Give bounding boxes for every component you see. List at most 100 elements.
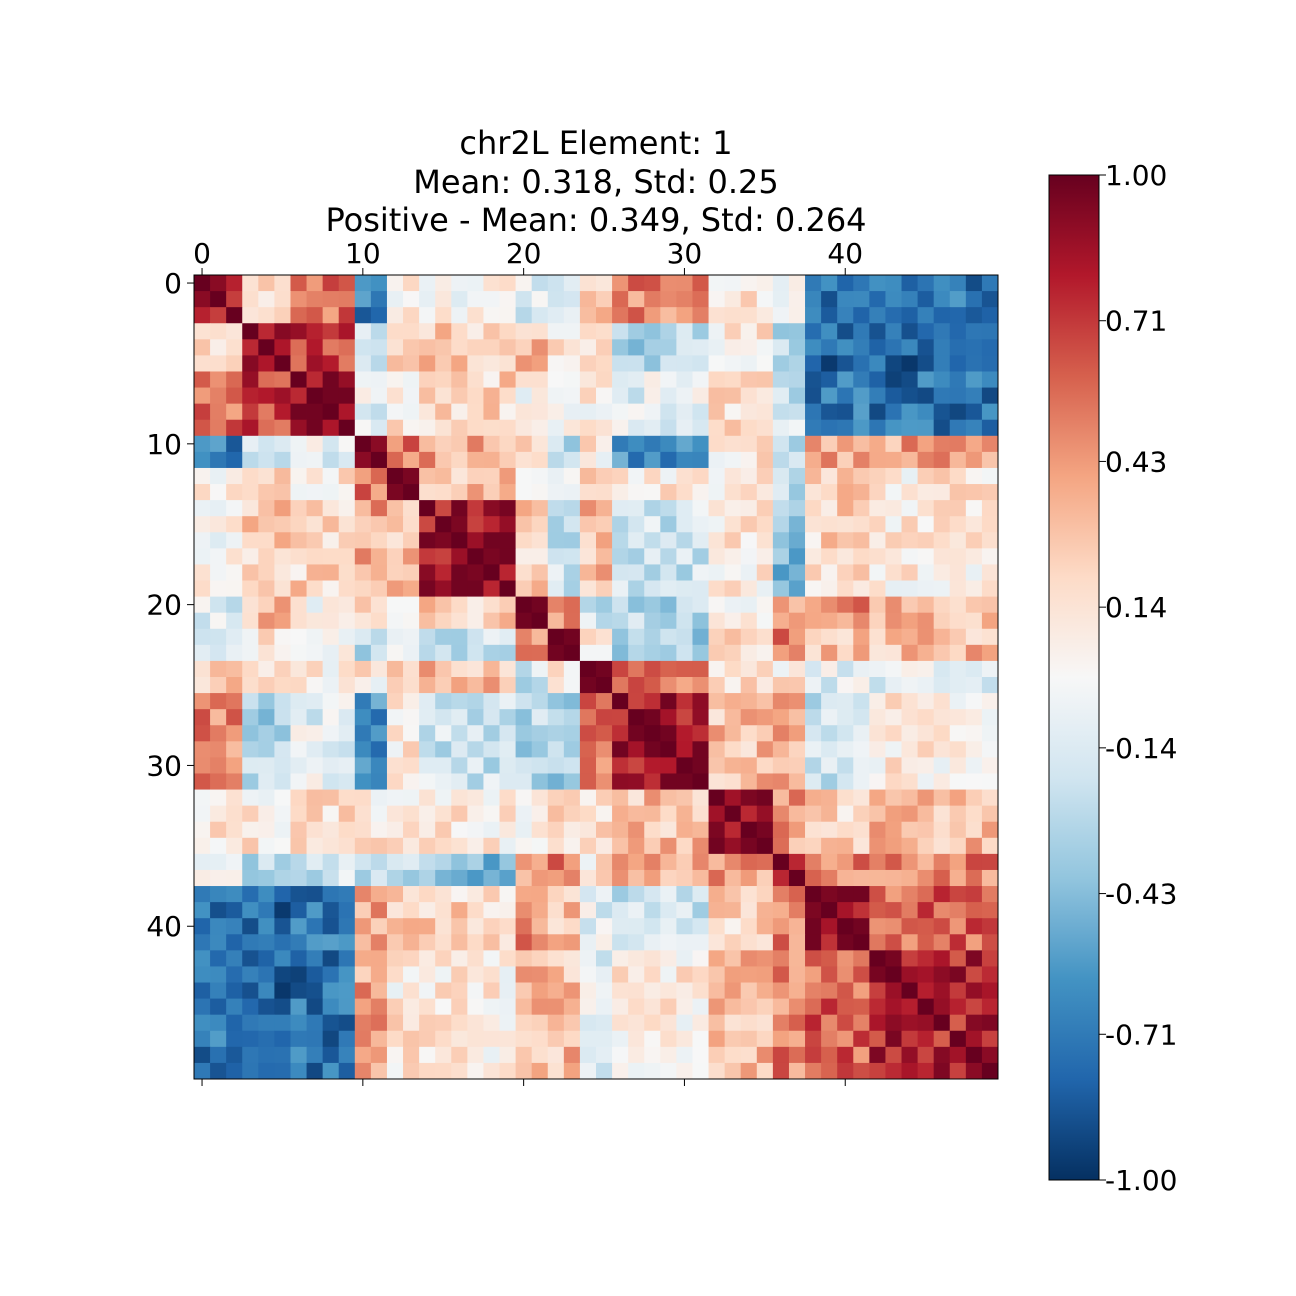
heatmap-cell — [724, 869, 742, 887]
heatmap-cell — [612, 837, 629, 855]
heatmap-cell — [596, 596, 613, 614]
heatmap-cell — [596, 773, 613, 790]
heatmap-cell — [258, 500, 275, 517]
heatmap-cell — [660, 516, 677, 533]
heatmap-cell — [467, 500, 484, 517]
heatmap-cell — [724, 596, 742, 614]
heatmap-cell — [435, 451, 452, 469]
heatmap-cell — [869, 596, 886, 614]
heatmap-cell — [419, 998, 436, 1016]
heatmap-cell — [306, 628, 324, 646]
heatmap-cell — [290, 564, 307, 581]
heatmap-cell — [435, 419, 452, 437]
heatmap-cell — [676, 693, 693, 710]
heatmap-cell — [676, 516, 693, 533]
heatmap-cell — [837, 355, 854, 372]
heatmap-cell — [354, 612, 372, 630]
heatmap-cell — [274, 950, 291, 967]
heatmap-cell — [274, 853, 291, 871]
heatmap-cell — [354, 580, 372, 597]
heatmap-cell — [740, 355, 758, 372]
heatmap-cell — [949, 950, 967, 967]
heatmap-cell — [965, 484, 983, 501]
heatmap-cell — [531, 837, 549, 855]
heatmap-cell — [708, 1014, 726, 1032]
heatmap-cell — [499, 403, 516, 421]
heatmap-cell — [965, 1014, 983, 1032]
heatmap-cell — [547, 307, 565, 324]
heatmap-cell — [210, 1062, 227, 1080]
heatmap-cell — [772, 387, 790, 405]
heatmap-cell — [483, 693, 500, 710]
heatmap-cell — [563, 677, 581, 694]
heatmap-cell — [772, 982, 790, 999]
heatmap-cell — [772, 1030, 790, 1048]
heatmap-cell — [386, 419, 404, 437]
heatmap-cell — [837, 741, 854, 758]
heatmap-cell — [483, 275, 500, 292]
heatmap-cell — [515, 966, 533, 983]
heatmap-cell — [194, 1030, 211, 1048]
heatmap-cell — [386, 532, 404, 549]
heatmap-cell — [821, 339, 838, 356]
heatmap-cell — [290, 982, 307, 999]
heatmap-cell — [933, 580, 951, 597]
heatmap-cell — [708, 805, 726, 823]
heatmap-cell — [467, 837, 484, 855]
heatmap-cell — [354, 660, 372, 678]
heatmap-cell — [724, 323, 742, 340]
heatmap-cell — [596, 419, 613, 437]
heatmap-cell — [467, 339, 484, 356]
heatmap-cell — [805, 837, 822, 855]
heatmap-cell — [676, 307, 693, 324]
heatmap-cell — [788, 725, 806, 742]
heatmap-cell — [290, 869, 307, 887]
heatmap-cell — [386, 387, 404, 405]
heatmap-cell — [981, 419, 999, 437]
heatmap-cell — [499, 709, 516, 726]
heatmap-cell — [515, 709, 533, 726]
heatmap-cell — [933, 387, 951, 405]
heatmap-cell — [676, 580, 693, 597]
heatmap-cell — [579, 773, 597, 790]
heatmap-cell — [194, 403, 211, 421]
heatmap-cell — [660, 435, 677, 453]
heatmap-cell — [756, 516, 774, 533]
heatmap-cell — [692, 677, 709, 694]
heatmap-cell — [194, 918, 211, 935]
heatmap-cell — [821, 918, 838, 935]
heatmap-cell — [547, 355, 565, 372]
heatmap-cell — [724, 693, 742, 710]
heatmap-cell — [644, 821, 661, 839]
heatmap-cell — [370, 484, 388, 501]
heatmap-cell — [821, 484, 838, 501]
heatmap-cell — [949, 660, 967, 678]
heatmap-cell — [451, 886, 468, 903]
heatmap-cell — [322, 339, 340, 356]
heatmap-cell — [435, 757, 452, 774]
heatmap-cell — [933, 467, 951, 485]
heatmap-cell — [258, 291, 275, 308]
heatmap-cell — [579, 371, 597, 388]
heatmap-cell — [210, 419, 227, 437]
heatmap-cell — [692, 982, 709, 999]
heatmap-cell — [885, 596, 902, 614]
heatmap-cell — [579, 966, 597, 983]
heatmap-cell — [242, 1014, 259, 1032]
heatmap-cell — [772, 869, 790, 887]
heatmap-cell — [515, 902, 533, 919]
heatmap-cell — [644, 387, 661, 405]
heatmap-cell — [467, 934, 484, 951]
heatmap-cell — [290, 789, 307, 807]
heatmap-cell — [917, 564, 935, 581]
heatmap-cell — [579, 628, 597, 646]
heatmap-cell — [226, 966, 243, 983]
heatmap-cell — [499, 451, 516, 469]
heatmap-cell — [692, 950, 709, 967]
heatmap-cell — [306, 435, 324, 453]
heatmap-cell — [210, 886, 227, 903]
heatmap-cell — [644, 1014, 661, 1032]
heatmap-cell — [258, 998, 275, 1016]
heatmap-cell — [194, 355, 211, 372]
heatmap-cell — [901, 307, 918, 324]
